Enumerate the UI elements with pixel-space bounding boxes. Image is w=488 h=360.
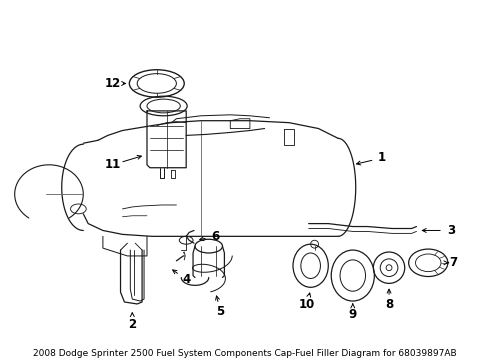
Text: 8: 8 [384,298,392,311]
Text: 3: 3 [446,224,454,237]
Text: 4: 4 [182,273,190,286]
Text: 11: 11 [104,158,121,171]
Text: 12: 12 [104,77,121,90]
Text: 5: 5 [216,305,224,318]
Text: 7: 7 [449,256,457,269]
Text: 6: 6 [211,230,219,243]
Text: 10: 10 [298,298,314,311]
Text: 2008 Dodge Sprinter 2500 Fuel System Components Cap-Fuel Filler Diagram for 6803: 2008 Dodge Sprinter 2500 Fuel System Com… [33,349,455,358]
Text: 2: 2 [128,318,136,331]
Text: 9: 9 [348,308,356,321]
Text: 1: 1 [377,152,386,165]
